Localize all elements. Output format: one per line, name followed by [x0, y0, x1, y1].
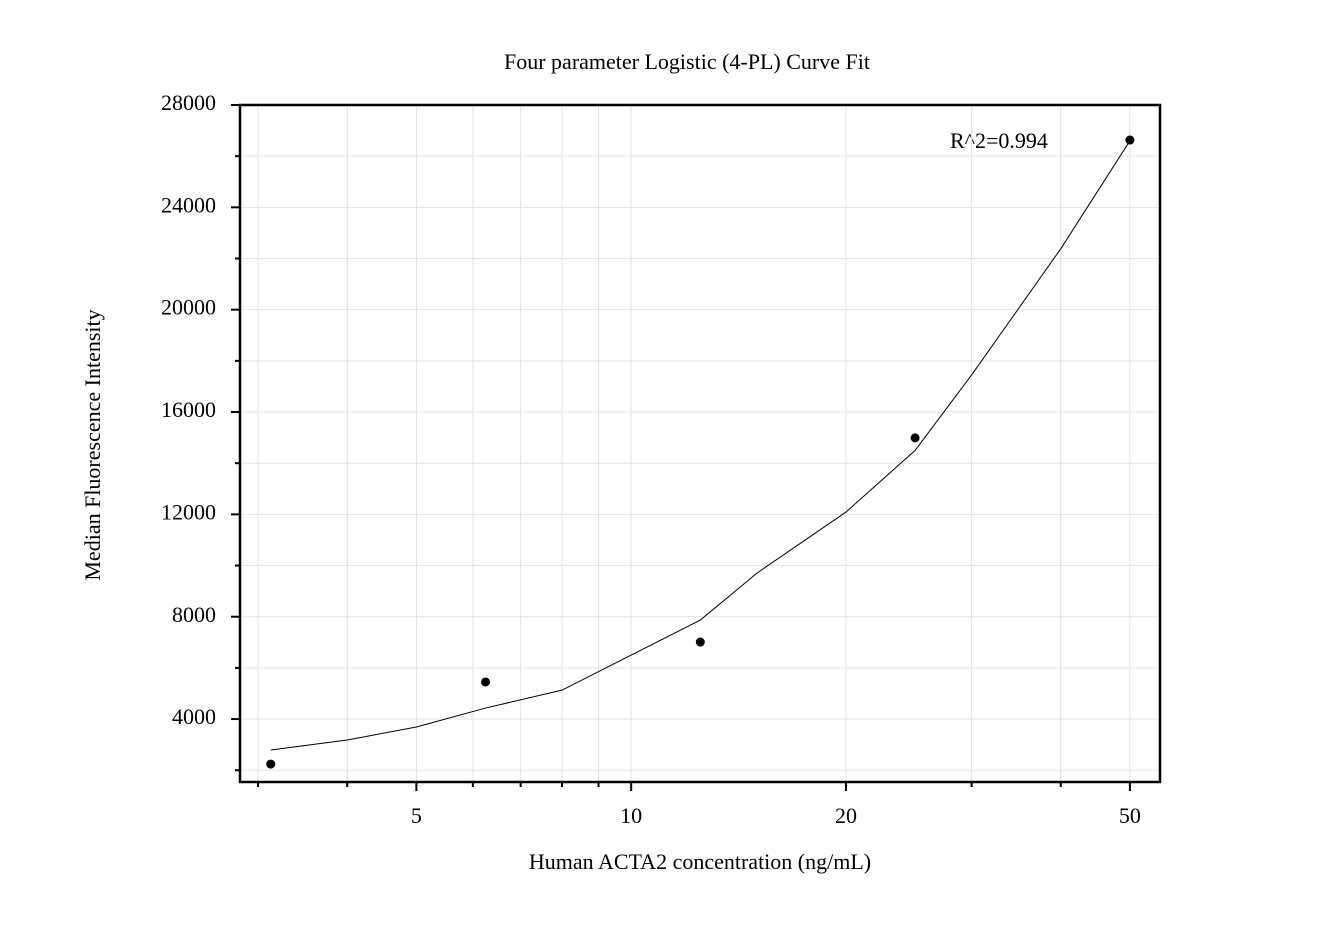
plot-frame: [238, 103, 1162, 784]
data-point: [695, 637, 705, 647]
y-axis-label: Median Fluorescence Intensity: [80, 309, 105, 580]
y-tick-label: 4000: [172, 704, 216, 729]
data-point: [1125, 135, 1135, 145]
x-tick-label: 5: [411, 803, 422, 828]
y-tick-label: 16000: [161, 397, 216, 422]
x-tick-label: 50: [1119, 803, 1141, 828]
x-axis-label: Human ACTA2 concentration (ng/mL): [529, 849, 871, 874]
data-point: [266, 759, 276, 769]
y-tick-label: 24000: [161, 192, 216, 217]
data-point: [910, 433, 920, 443]
fit-curve: [270, 140, 1131, 751]
y-tick-label: 28000: [161, 90, 216, 115]
y-tick-label: 8000: [172, 602, 216, 627]
annotation: R^2=0.994: [950, 128, 1048, 153]
x-tick-label: 10: [620, 803, 642, 828]
x-tick-label: 20: [835, 803, 857, 828]
y-tick-label: 12000: [161, 499, 216, 524]
chart-title: Four parameter Logistic (4-PL) Curve Fit: [504, 49, 870, 74]
y-tick-label: 20000: [161, 295, 216, 320]
data-point: [481, 677, 491, 687]
